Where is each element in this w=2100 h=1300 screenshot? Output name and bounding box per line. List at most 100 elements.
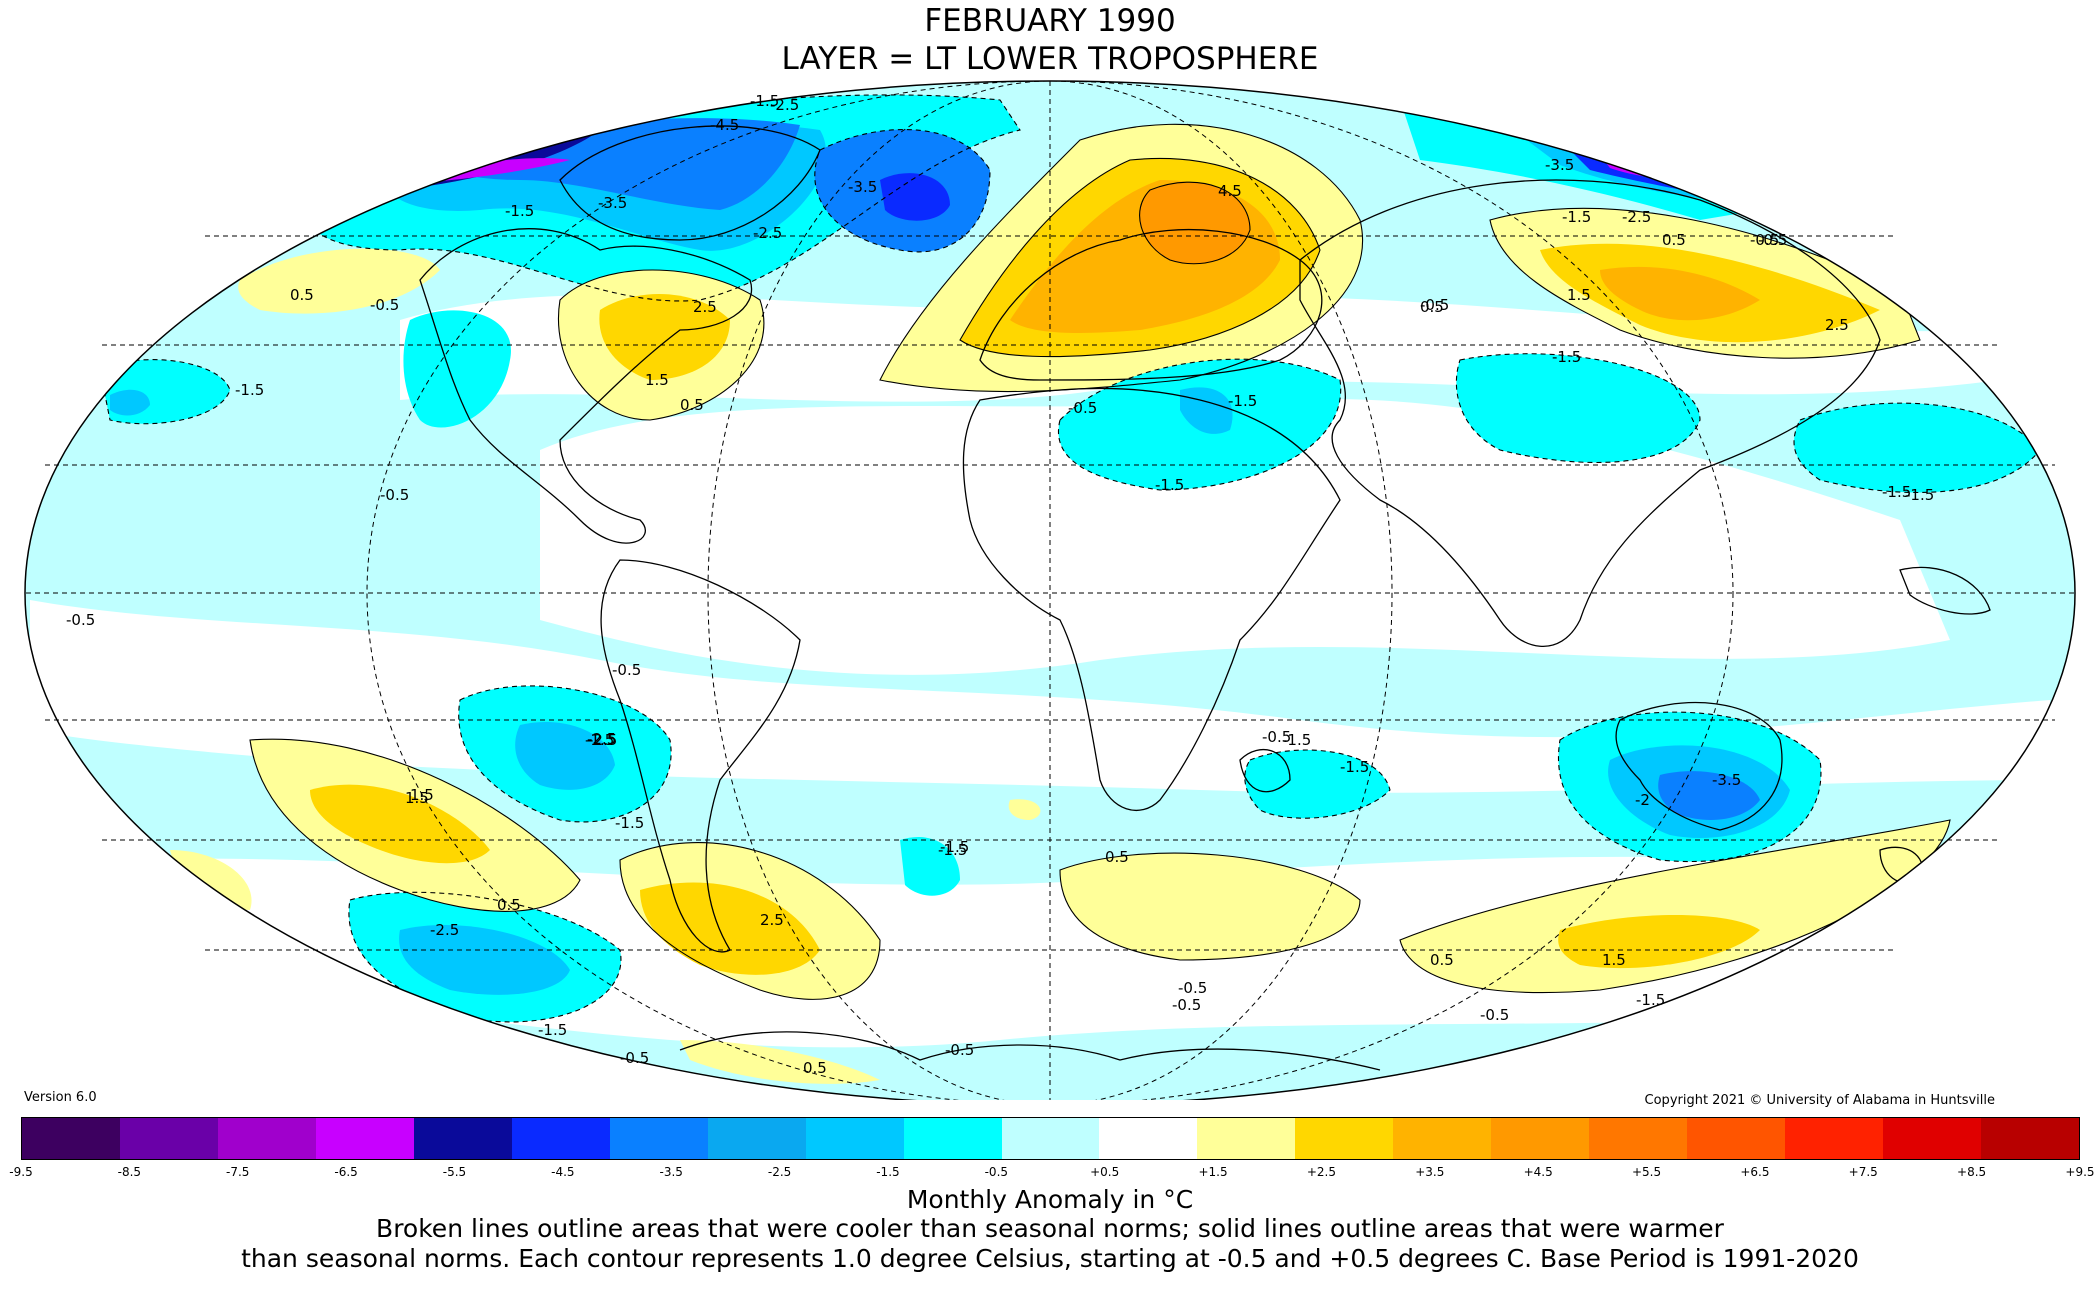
colorbar-tick-label: -8.5 xyxy=(117,1165,142,1179)
coastlines xyxy=(419,125,1991,1071)
contour-label: 1.5 xyxy=(410,786,434,804)
contour-label: -0.5 xyxy=(612,661,641,679)
contour-label: -1.5 xyxy=(585,731,614,749)
contour-label: 2.5 xyxy=(693,298,717,316)
contour-label: 0.5 xyxy=(290,286,314,304)
colorbar-segment xyxy=(1197,1118,1296,1159)
contour-label: -3.5 xyxy=(1712,771,1741,789)
contour-label: -2.5 xyxy=(770,96,799,114)
colorbar-segment xyxy=(1981,1118,2080,1159)
colorbar-tick-label: -0.5 xyxy=(984,1165,1009,1179)
colorbar-segment xyxy=(1589,1118,1688,1159)
contour-label: -2.5 xyxy=(588,731,617,749)
colorbar-segment xyxy=(609,1118,708,1159)
contour-label: -0.5 xyxy=(1178,979,1207,997)
contour-lines xyxy=(249,123,1951,1000)
colorbar-segment xyxy=(1491,1118,1590,1159)
colorbar-segment xyxy=(1883,1118,1982,1159)
contour-label: -0.5 xyxy=(370,296,399,314)
colorbar-tick-label: -9.5 xyxy=(9,1165,33,1179)
contour-label: -0.5 xyxy=(380,486,409,504)
contour-label: 1.5 xyxy=(405,789,429,807)
colorbar-tick-label: -7.5 xyxy=(226,1165,250,1179)
colorbar-tick-label: +5.5 xyxy=(1631,1165,1662,1179)
contour-label: -1.5 xyxy=(1882,483,1911,501)
colorbar-segment xyxy=(1099,1118,1198,1159)
contour-lines-dashed xyxy=(99,94,2041,1023)
contour-label: -0.5 xyxy=(1420,296,1449,314)
colorbar-tick-label: -6.5 xyxy=(334,1165,358,1179)
colorbar-tick-label: +4.5 xyxy=(1523,1165,1553,1179)
contour-label: -1.5 xyxy=(1282,731,1311,749)
colorbar-tick-label: +6.5 xyxy=(1740,1165,1770,1179)
contour-label: 2.5 xyxy=(760,911,784,929)
contour-label: -2 xyxy=(1635,791,1650,809)
contour-label: 0.5 xyxy=(680,396,704,414)
colorbar-tick-label: -5.5 xyxy=(442,1165,467,1179)
contour-label: 2.5 xyxy=(1825,316,1849,334)
contour-label: -1.5 xyxy=(940,838,969,856)
contour-label: -0.5 xyxy=(1750,231,1779,249)
contour-label: -1.5 xyxy=(1905,486,1934,504)
colorbar-tick-label: +7.5 xyxy=(1848,1165,1878,1179)
colorbar-tick-label: +3.5 xyxy=(1415,1165,1445,1179)
colorbar-tick-label: -3.5 xyxy=(659,1165,683,1179)
colorbar-segment xyxy=(315,1118,414,1159)
contour-label: -2.5 xyxy=(753,224,782,242)
colorbar-tick-label: +2.5 xyxy=(1306,1165,1336,1179)
colorbar-segment xyxy=(217,1118,316,1159)
contour-label: -0.5 xyxy=(945,1041,974,1059)
contour-label: -2.5 xyxy=(430,921,459,939)
globe-outline xyxy=(24,80,2076,1100)
contour-label: -3.5 xyxy=(1545,156,1574,174)
contour-label: -1.5 xyxy=(538,1021,567,1039)
colorbar-segment xyxy=(1785,1118,1884,1159)
colorbar-segment xyxy=(805,1118,904,1159)
colorbar-segment xyxy=(413,1118,512,1159)
caption-line-1: Broken lines outline areas that were coo… xyxy=(376,1214,1724,1243)
contour-label: 0.5 xyxy=(1662,231,1686,249)
contour-label: -0.5 xyxy=(1262,728,1291,746)
colorbar-segment xyxy=(707,1118,806,1159)
contour-label: 1.5 xyxy=(645,371,669,389)
colorbar-segment xyxy=(1393,1118,1492,1159)
colorbar xyxy=(21,1117,2080,1160)
colorbar-ticks: -9.5 -8.5 -7.5 -6.5 -5.5 -4.5 -3.5 -2.5 -1.5 -0.5… xyxy=(0,1165,2100,1181)
contour-label: 1.5 xyxy=(1567,286,1591,304)
map-title: FEBRUARY 1990 xyxy=(924,3,1176,39)
contour-label: -1.5 xyxy=(1636,991,1665,1009)
contour-label: -1.5 xyxy=(235,381,264,399)
contour-label: -3.5 xyxy=(848,178,877,196)
colorbar-segment xyxy=(511,1118,610,1159)
colorbar-tick-label: -2.5 xyxy=(767,1165,792,1179)
contour-label: -0.5 xyxy=(66,611,95,629)
contour-label: -1.5 xyxy=(1155,476,1184,494)
colorbar-tick-label: +0.5 xyxy=(1090,1165,1120,1179)
contour-label: 4.5 xyxy=(1218,182,1242,200)
contour-label: -2.5 xyxy=(587,730,616,748)
contour-label: -0.5 xyxy=(1068,399,1097,417)
copyright-label: Copyright 2021 © University of Alabama i… xyxy=(1644,1093,1995,1108)
colorbar-segment xyxy=(22,1118,120,1159)
contour-label: -2.5 xyxy=(1622,208,1651,226)
contour-label: 0.5 xyxy=(1420,298,1444,316)
colorbar-segment xyxy=(903,1118,1002,1159)
version-label: Version 6.0 xyxy=(24,1090,97,1105)
contour-labels: -1.5 -2.5 -4.5 -3.5 -3.5 -2.5 -1.5 -0.5 … xyxy=(66,92,1934,1077)
contour-label: -1.5 xyxy=(1562,208,1591,226)
contour-label: -1.5 xyxy=(1228,392,1257,410)
contour-label: 1.5 xyxy=(1602,951,1626,969)
contour-label: -3.5 xyxy=(598,194,627,212)
anomaly-fills xyxy=(30,94,2050,1084)
contour-label: -0.5 xyxy=(1172,996,1201,1014)
colorbar-tick-label: +9.5 xyxy=(2065,1165,2095,1179)
contour-label: -0.5 xyxy=(620,1049,649,1067)
contour-label: 0.5 xyxy=(497,896,521,914)
contour-label: -1.5 xyxy=(1552,348,1581,366)
contour-label: -4.5 xyxy=(710,116,739,134)
contour-label: 0.5 xyxy=(1105,848,1129,866)
contour-label: 0.5 xyxy=(1430,951,1454,969)
colorbar-label: Monthly Anomaly in °C xyxy=(906,1185,1194,1214)
colorbar-tick-label: +8.5 xyxy=(1957,1165,1987,1179)
contour-label: -0.5 xyxy=(1758,231,1787,249)
